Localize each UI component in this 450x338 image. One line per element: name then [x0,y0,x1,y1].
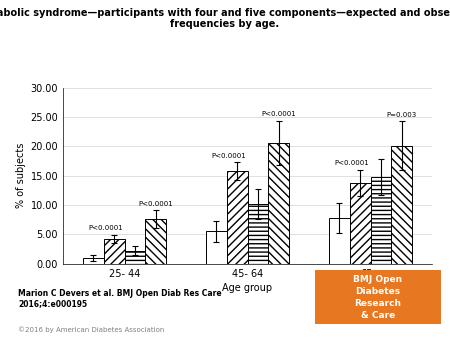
Text: P<0.0001: P<0.0001 [139,201,173,207]
Bar [392,146,412,264]
Text: BMJ Open
Diabetes
Research
& Care: BMJ Open Diabetes Research & Care [353,275,403,320]
Text: Marion C Devers et al. BMJ Open Diab Res Care
2016;4:e000195: Marion C Devers et al. BMJ Open Diab Res… [18,289,221,308]
Bar [268,143,289,264]
Bar [145,219,166,264]
Bar [206,232,227,264]
Bar [370,177,392,264]
Text: frequencies by age.: frequencies by age. [171,19,279,29]
Bar [227,171,248,264]
Bar [83,258,104,264]
Bar [350,183,370,264]
Bar [328,218,350,264]
Bar [104,239,125,264]
Bar [125,251,145,264]
Text: P<0.0001: P<0.0001 [334,161,369,166]
Text: Metabolic syndrome—participants with four and five components—expected and obser: Metabolic syndrome—participants with fou… [0,8,450,19]
Y-axis label: % of subjects: % of subjects [16,143,26,209]
Text: P<0.0001: P<0.0001 [261,111,296,117]
Text: P<0.0001: P<0.0001 [88,225,123,232]
Text: P=0.003: P=0.003 [387,112,417,118]
X-axis label: Age group: Age group [222,283,273,293]
Text: ©2016 by American Diabetes Association: ©2016 by American Diabetes Association [18,326,164,333]
Bar [248,204,268,264]
Text: P<0.0001: P<0.0001 [211,153,246,159]
